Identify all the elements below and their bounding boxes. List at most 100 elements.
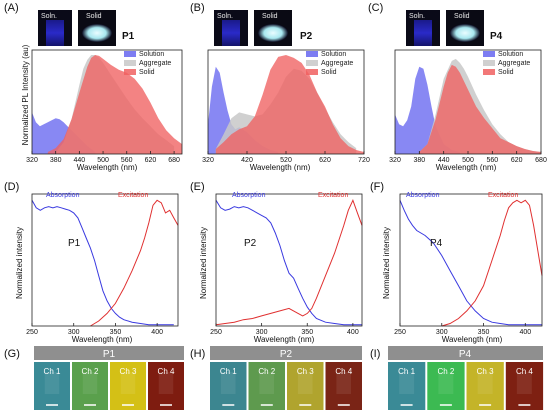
channel-label: Ch 3 <box>120 367 137 376</box>
channel-tile <box>34 362 70 410</box>
channel-label: Ch 1 <box>220 367 237 376</box>
channel-tile <box>72 362 108 410</box>
channel-label: Ch 4 <box>516 367 533 376</box>
x-tick-label: 300 <box>436 329 448 336</box>
strip-title-bar <box>210 346 362 360</box>
x-tick-label: 400 <box>519 329 531 336</box>
legend: Solution Aggregate Solid <box>124 51 171 76</box>
inset-photos: Soln. Solid <box>214 10 292 46</box>
chart-pl-p2: (B) Wavelength (nm) 320 420 520 620 720 Soln… <box>190 2 370 172</box>
microscopy-strip-p4: (I) P4 Ch 1 Ch 2 Ch 3 Ch 4 <box>370 346 544 410</box>
x-axis-title: Wavelength (nm) <box>77 163 138 172</box>
solid-label: Solid <box>86 13 102 20</box>
y-axis-title: Normalized PL Intensity (au) <box>21 44 30 145</box>
x-tick-label: 300 <box>68 329 80 336</box>
x-tick-label: 680 <box>168 157 180 164</box>
channel-label: Ch 3 <box>297 367 314 376</box>
channel-tile <box>148 362 184 410</box>
channel-label: Ch 2 <box>437 367 454 376</box>
legend-label-solid: Solid <box>321 69 337 76</box>
strip-title: P2 <box>280 349 293 360</box>
plot-frame <box>215 193 363 327</box>
strip-title-bar <box>388 346 543 360</box>
legend-swatch-solid <box>124 69 136 75</box>
legend: Solution Aggregate Solid <box>306 51 353 76</box>
tile-texture <box>44 372 60 394</box>
soln-label: Soln. <box>409 13 425 20</box>
strip-title-bar <box>34 346 184 360</box>
sample-label: P4 <box>430 238 443 249</box>
channel-tile <box>427 362 465 410</box>
legend-label-solid: Solid <box>498 69 514 76</box>
y-axis-title: Normalized intensity <box>199 227 208 299</box>
legend-label-solution: Solution <box>321 51 346 58</box>
solution-vial-glow <box>46 20 64 46</box>
x-axis-title: Wavelength (nm) <box>254 335 315 344</box>
series-excitation-line <box>215 198 363 326</box>
sample-label: P2 <box>300 31 313 42</box>
x-tick-label: 420 <box>241 157 253 164</box>
x-tick-label: 250 <box>394 329 406 336</box>
legend-swatch-aggregate <box>306 60 318 66</box>
tile-texture <box>438 372 454 394</box>
tile-texture <box>477 372 493 394</box>
tile-texture <box>158 372 174 394</box>
tile-texture <box>516 372 532 394</box>
tile-texture <box>82 372 98 394</box>
solution-vial-glow <box>414 20 432 46</box>
channel-label: Ch 4 <box>335 367 352 376</box>
inset-photos: Soln. Solid <box>38 10 116 46</box>
tile-texture <box>120 372 136 394</box>
series-absorption-line <box>215 200 362 326</box>
excitation-label: Excitation <box>118 192 148 199</box>
chart-pl-p1: (A) Normalized PL Intensity (au) Wavelen… <box>4 2 183 172</box>
sample-label: P1 <box>122 31 135 42</box>
soln-label: Soln. <box>217 13 233 20</box>
sample-label: P1 <box>68 238 81 249</box>
channel-tile <box>110 362 146 410</box>
plot-frame <box>399 193 543 327</box>
x-tick-label: 300 <box>256 329 268 336</box>
legend-label-aggregate: Aggregate <box>321 60 353 67</box>
sample-label: P4 <box>490 31 503 42</box>
legend-label-solution: Solution <box>139 51 164 58</box>
x-tick-label: 620 <box>145 157 157 164</box>
tile-texture <box>399 372 415 394</box>
chart-absorption-excitation-p1: (D) Normalized intensity Wavelength (nm)… <box>4 181 179 344</box>
x-tick-label: 440 <box>74 157 86 164</box>
panel-letter: (E) <box>190 181 205 193</box>
x-tick-label: 350 <box>110 329 122 336</box>
strip-title: P1 <box>103 349 116 360</box>
legend-swatch-solid <box>483 69 495 75</box>
x-tick-label: 250 <box>210 329 222 336</box>
series-absorption-line <box>31 200 174 326</box>
x-tick-label: 400 <box>347 329 359 336</box>
x-tick-label: 680 <box>535 157 547 164</box>
series-excitation-line <box>441 199 543 327</box>
absorption-label: Absorption <box>406 192 440 199</box>
x-tick-label: 440 <box>438 157 450 164</box>
panel-letter: (D) <box>4 181 19 193</box>
channel-tile <box>248 362 285 410</box>
panel-letter: (F) <box>370 181 384 193</box>
series-solution-area <box>395 66 460 154</box>
series-solid-area <box>215 55 364 154</box>
x-tick-label: 560 <box>121 157 133 164</box>
channel-tile <box>505 362 544 410</box>
plot-frame <box>31 193 179 327</box>
y-axis-title: Normalized intensity <box>15 227 24 299</box>
x-tick-label: 320 <box>389 157 401 164</box>
x-tick-label: 520 <box>280 157 292 164</box>
x-tick-label: 250 <box>26 329 38 336</box>
legend-swatch-solid <box>306 69 318 75</box>
x-tick-label: 620 <box>511 157 523 164</box>
legend-swatch-solution <box>483 51 495 57</box>
x-axis-title: Wavelength (nm) <box>72 335 133 344</box>
channel-label: Ch 2 <box>82 367 99 376</box>
chart-absorption-excitation-p2: (E) Normalized intensity Wavelength (nm)… <box>190 181 363 344</box>
chart-pl-p4: (C) Wavelength (nm) 320 380 440 500 560 620 68… <box>368 2 547 172</box>
microscopy-strip-p2: (H) P2 Ch 1 Ch 2 Ch 3 Ch 4 <box>190 346 362 410</box>
x-tick-label: 380 <box>50 157 62 164</box>
tile-texture <box>259 372 274 394</box>
